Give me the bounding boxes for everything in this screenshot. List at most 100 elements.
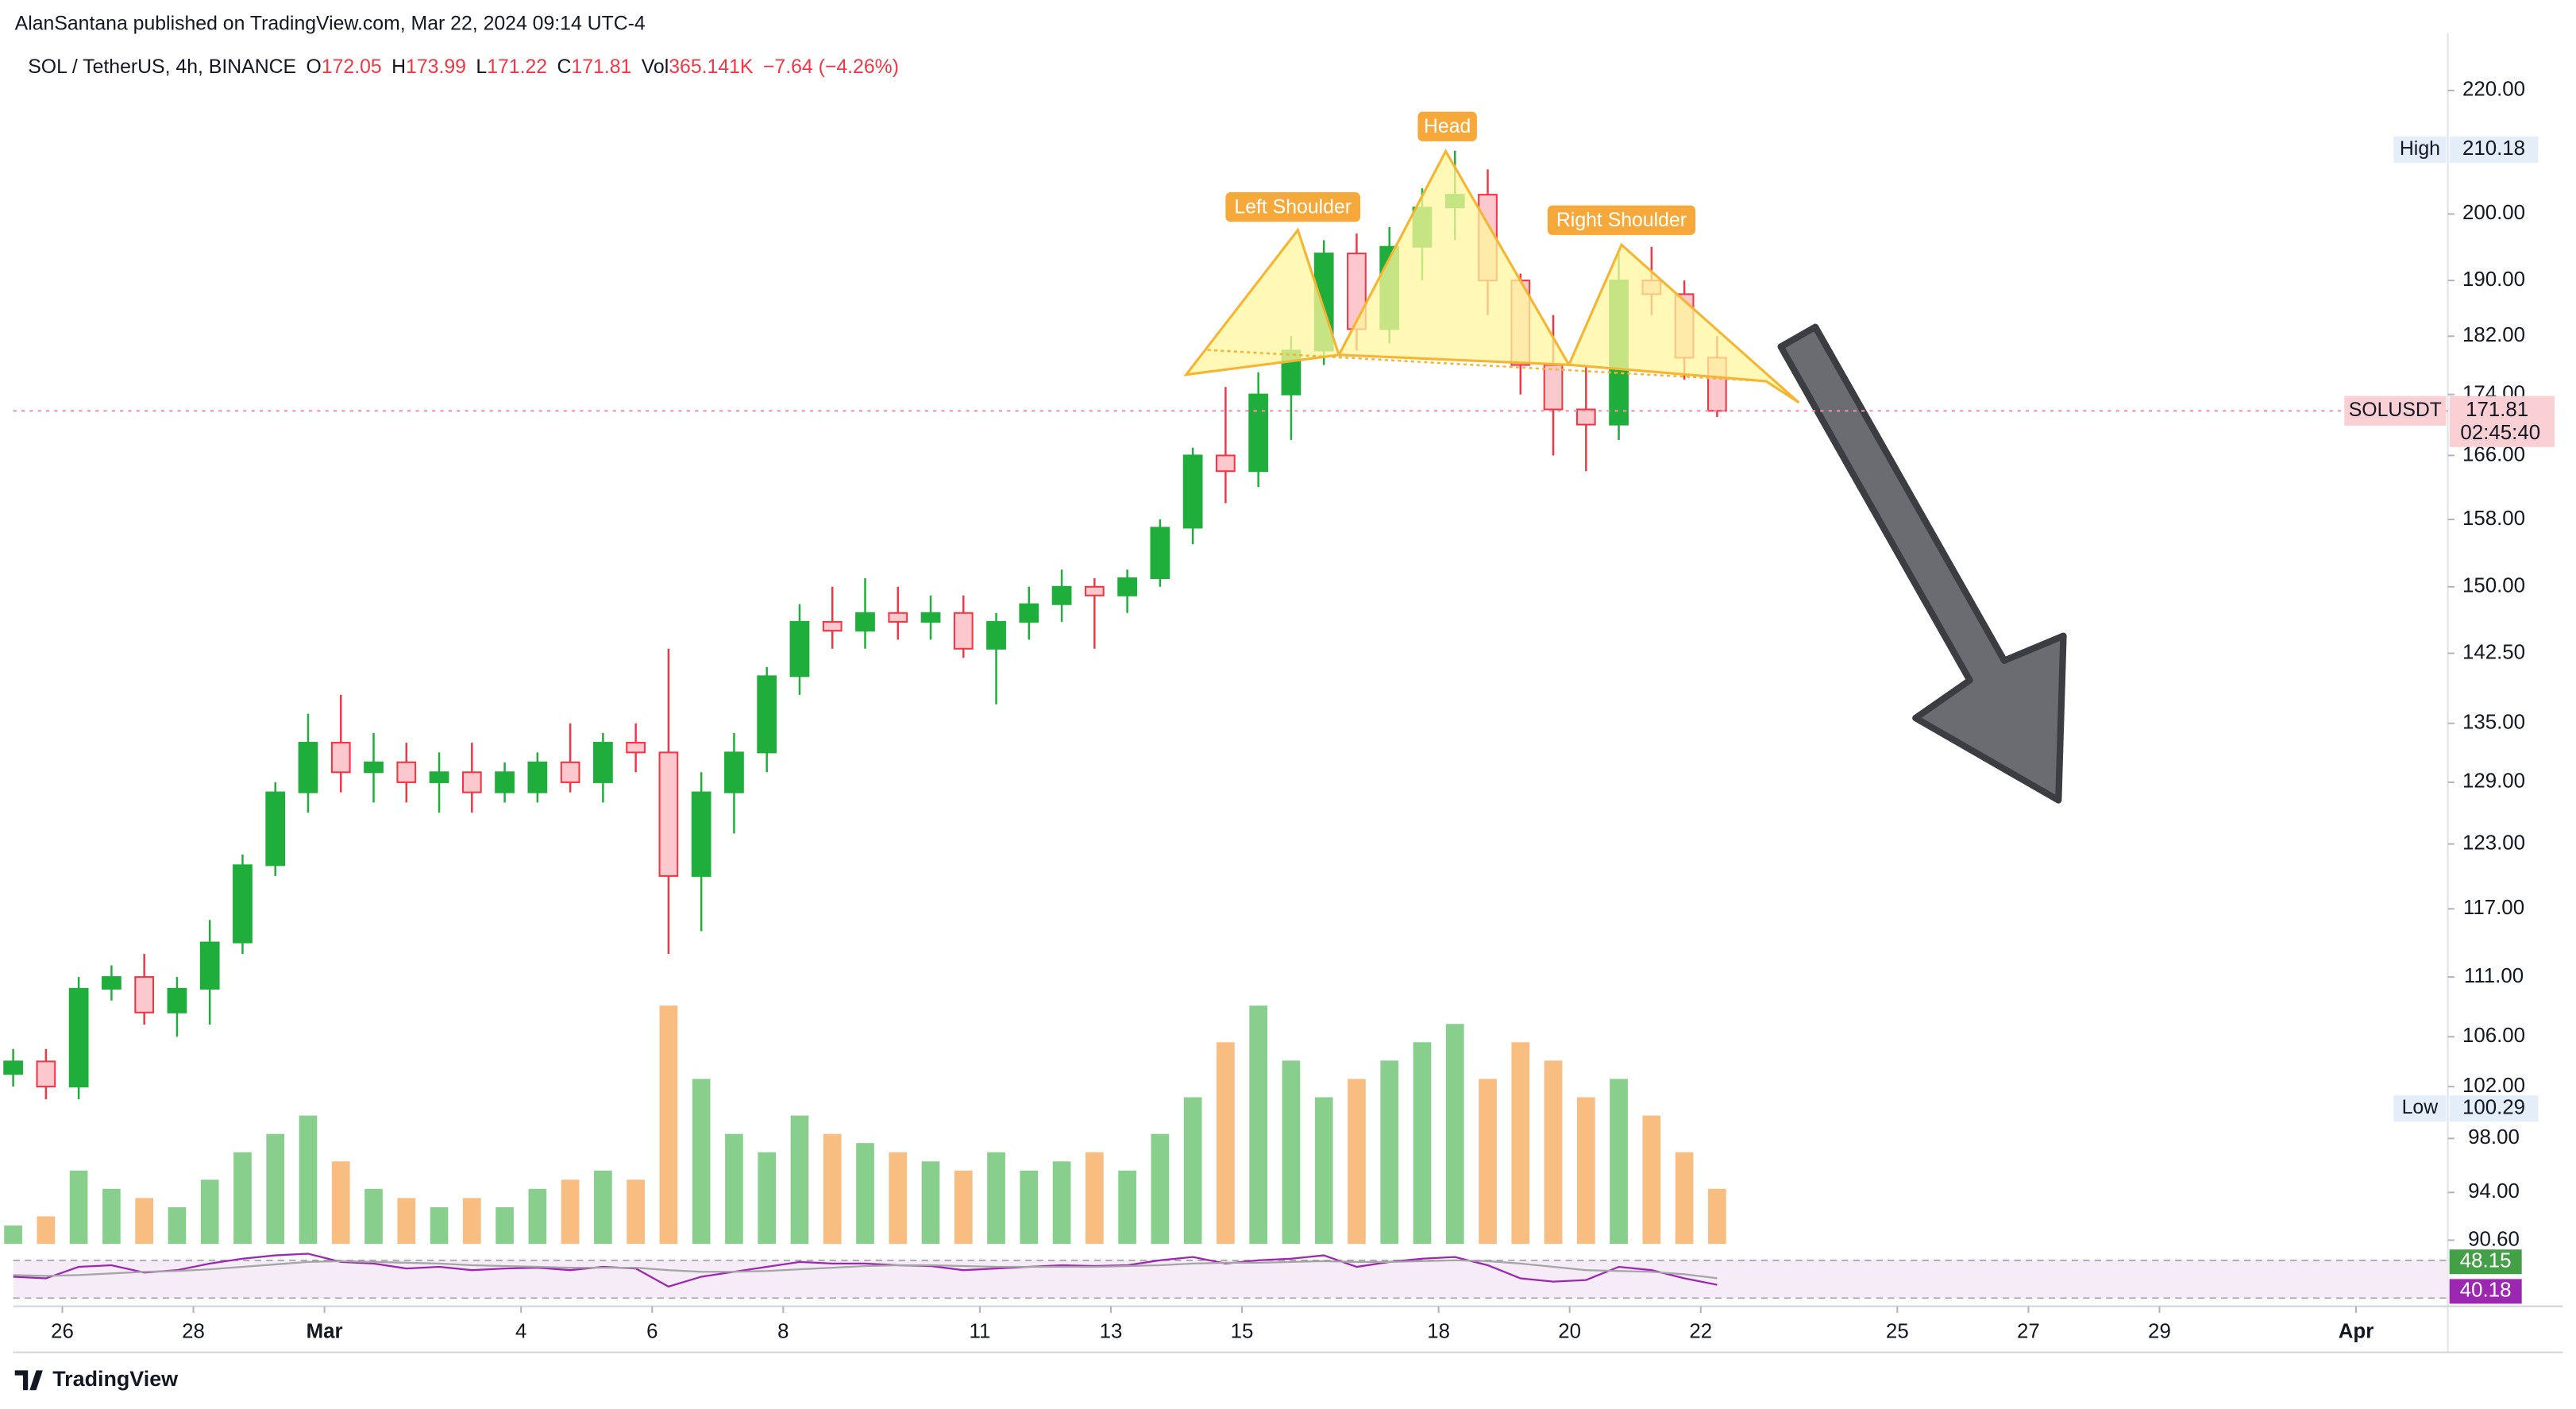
volume-bar bbox=[1217, 1042, 1235, 1245]
rsi-band bbox=[13, 1260, 2448, 1299]
candle-body bbox=[1117, 577, 1137, 596]
candle-body bbox=[36, 1060, 56, 1088]
volume-layer bbox=[4, 1006, 1726, 1245]
x-tick-label: 28 bbox=[182, 1321, 205, 1343]
right-shoulder-shape bbox=[1567, 242, 1800, 404]
volume-bar bbox=[69, 1170, 88, 1245]
volume-bar bbox=[1314, 1097, 1333, 1245]
candle-body bbox=[757, 675, 777, 754]
volume-bar bbox=[462, 1198, 481, 1245]
x-tick-label: 22 bbox=[1689, 1321, 1712, 1343]
volume-bar bbox=[1052, 1161, 1071, 1245]
rsi-label-box bbox=[2449, 1249, 2522, 1275]
last-price: 171.81 bbox=[2466, 399, 2528, 421]
symbol: SOL / TetherUS, 4h, BINANCE bbox=[28, 56, 296, 77]
candle-body bbox=[888, 612, 908, 623]
x-tick-label: 26 bbox=[51, 1321, 74, 1343]
candle-body bbox=[560, 761, 580, 783]
rsi-line bbox=[13, 1253, 1718, 1288]
volume-bar bbox=[168, 1206, 187, 1245]
y-tick-label: 200.00 bbox=[2462, 202, 2525, 224]
legend-value: 365.141K bbox=[669, 56, 754, 77]
y-tick-label: 111.00 bbox=[2464, 965, 2524, 987]
y-tick-label: 142.50 bbox=[2462, 641, 2525, 663]
volume-bar bbox=[102, 1188, 121, 1245]
head-shape bbox=[1336, 149, 1571, 366]
candle-body bbox=[495, 771, 515, 793]
marker-key-box bbox=[2393, 1095, 2447, 1122]
candle-body bbox=[1248, 393, 1269, 473]
volume-bar bbox=[331, 1161, 350, 1245]
y-tick-label: 190.00 bbox=[2462, 268, 2525, 291]
x-tick-label: 25 bbox=[1886, 1321, 1909, 1343]
x-tick-label: 4 bbox=[515, 1321, 526, 1343]
last-price-box bbox=[2449, 396, 2555, 447]
volume-bar bbox=[1183, 1097, 1202, 1245]
x-tick-label: 29 bbox=[2148, 1321, 2171, 1343]
legend-key: Vol bbox=[642, 56, 669, 77]
y-tick-label: 158.00 bbox=[2462, 508, 2525, 530]
volume-bar bbox=[1348, 1079, 1366, 1245]
candle-body bbox=[691, 791, 711, 877]
volume-bar bbox=[528, 1188, 547, 1245]
volume-bar bbox=[1675, 1152, 1694, 1245]
y-tick-label: 106.00 bbox=[2462, 1025, 2525, 1047]
volume-bar bbox=[1020, 1170, 1039, 1245]
candle-body bbox=[1216, 454, 1236, 473]
volume-bar bbox=[987, 1152, 1005, 1245]
legend-value: 173.99 bbox=[406, 56, 466, 77]
volume-bar bbox=[1085, 1152, 1104, 1245]
marker-value: 100.29 bbox=[2462, 1096, 2525, 1118]
volume-bar bbox=[266, 1133, 285, 1245]
publisher: AlanSantana published on TradingView.com… bbox=[15, 14, 646, 35]
candle-body bbox=[626, 742, 646, 754]
volume-bar bbox=[299, 1115, 318, 1245]
y-tick-label: 90.60 bbox=[2468, 1228, 2520, 1250]
volume-bar bbox=[1511, 1042, 1530, 1245]
volume-bar bbox=[889, 1152, 908, 1245]
x-tick-label: 11 bbox=[969, 1321, 990, 1343]
down-arrow bbox=[1777, 323, 2067, 804]
candle-body bbox=[396, 761, 417, 783]
left-shoulder-shape bbox=[1183, 227, 1341, 376]
candle-body bbox=[265, 791, 286, 867]
volume-bar bbox=[1151, 1133, 1170, 1245]
y-tick-label: 123.00 bbox=[2462, 832, 2525, 854]
candle-body bbox=[134, 976, 155, 1013]
candle-body bbox=[429, 771, 449, 783]
countdown: 02:45:40 bbox=[2460, 422, 2540, 444]
candle-body bbox=[592, 742, 613, 783]
candle-body bbox=[167, 987, 187, 1013]
footer-logo: TradingView bbox=[52, 1367, 178, 1391]
volume-bar bbox=[1413, 1042, 1432, 1245]
y-tick-label: 220.00 bbox=[2462, 79, 2525, 101]
rsi-line bbox=[13, 1259, 1718, 1280]
volume-bar bbox=[397, 1198, 416, 1245]
volume-bar bbox=[496, 1206, 514, 1245]
x-tick-label: 27 bbox=[2017, 1321, 2040, 1343]
candle-body bbox=[789, 620, 810, 677]
volume-bar bbox=[856, 1143, 874, 1245]
rsi-label: 48.15 bbox=[2460, 1250, 2512, 1272]
volume-bar bbox=[1249, 1006, 1268, 1245]
candle-body bbox=[1543, 364, 1564, 411]
volume-bar bbox=[823, 1133, 842, 1245]
candle-body bbox=[102, 976, 121, 990]
legend-key: L bbox=[476, 56, 487, 77]
candle-body bbox=[920, 612, 941, 623]
symbol-label: SOLUSDT bbox=[2349, 400, 2442, 421]
candle-body bbox=[1150, 527, 1170, 580]
x-tick-label: 18 bbox=[1427, 1321, 1450, 1343]
x-tick-label: Apr bbox=[2339, 1321, 2374, 1343]
volume-bar bbox=[37, 1216, 56, 1245]
volume-bar bbox=[921, 1161, 940, 1245]
candle-body bbox=[461, 771, 482, 793]
volume-bar bbox=[758, 1152, 777, 1245]
candle-body bbox=[1051, 585, 1072, 605]
marker-value-box bbox=[2449, 1095, 2539, 1122]
volume-bar bbox=[1544, 1060, 1563, 1245]
y-tick-label: 182.00 bbox=[2462, 324, 2525, 346]
pattern: Left Shoulder Head Right Shoulder bbox=[1183, 111, 1800, 404]
rsi-label-box bbox=[2449, 1279, 2522, 1304]
